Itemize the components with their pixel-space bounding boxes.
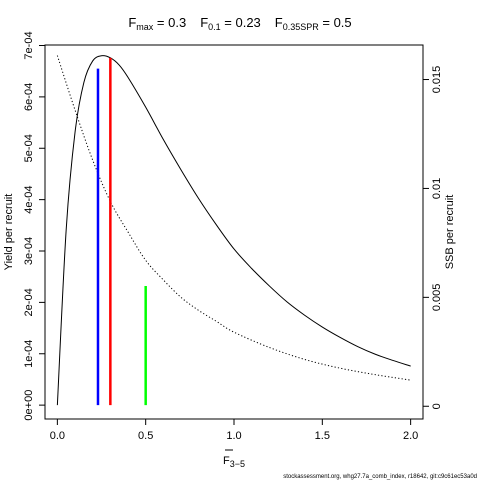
title-f01-sub: 0.1 — [208, 22, 221, 32]
y-left-tick-label: 7e-04 — [23, 31, 35, 59]
series-layer — [56, 55, 411, 406]
x-tick-label: 0.5 — [138, 430, 153, 442]
ssb-per-recruit-line — [56, 55, 411, 381]
y-right-tick-label: 0 — [431, 403, 443, 409]
y-axis-label-left: Yield per recruit — [3, 194, 15, 271]
axis-ticks: 0.0 0.5 1.0 1.5 2.0 0e+00 1e-04 2e-04 3e-04 4e-04… — [23, 31, 443, 442]
title-fspr: F — [275, 15, 283, 30]
y-left-tick-label: 3e-04 — [23, 237, 35, 265]
y-left-tick-label: 4e-04 — [23, 186, 35, 214]
x-tick-label: 0.0 — [50, 430, 65, 442]
y-left-tick-label: 1e-04 — [23, 340, 35, 368]
reference-lines — [96, 57, 147, 406]
y-right-tick-label: 0.015 — [431, 66, 443, 94]
yield-per-recruit-line — [56, 55, 411, 406]
x-tick-label: 2.0 — [403, 430, 418, 442]
y-right-tick-label: 0.005 — [431, 284, 443, 312]
title-fmax: F — [128, 15, 136, 30]
x-axis-label: F3−5 — [223, 455, 245, 469]
x-axis-label-main: F — [223, 455, 230, 467]
title-f01-value: = 0.23 — [221, 15, 261, 30]
y-right-tick-label: 0.01 — [431, 178, 443, 199]
y-left-tick-label: 0e+00 — [23, 390, 35, 421]
chart-title: Fmax = 0.3 F0.1 = 0.23 F0.35SPR = 0.5 — [128, 15, 351, 32]
x-tick-label: 1.0 — [226, 430, 241, 442]
title-fmax-value: = 0.3 — [153, 15, 186, 30]
y-left-tick-label: 5e-04 — [23, 134, 35, 162]
y-left-tick-label: 2e-04 — [23, 288, 35, 316]
footer-source: stockassessment.org, whg27.7a_comb_index… — [283, 474, 477, 480]
plot-frame — [44, 44, 424, 420]
title-fspr-value: = 0.5 — [319, 15, 352, 30]
title-fmax-sub: max — [136, 22, 154, 32]
title-f01: F — [200, 15, 208, 30]
title-fspr-sub: 0.35SPR — [283, 22, 320, 32]
y-left-tick-label: 6e-04 — [23, 83, 35, 111]
x-axis-label-sub: 3−5 — [230, 459, 245, 469]
y-axis-label-right: SSB per recruit — [444, 195, 456, 270]
x-tick-label: 1.5 — [315, 430, 330, 442]
